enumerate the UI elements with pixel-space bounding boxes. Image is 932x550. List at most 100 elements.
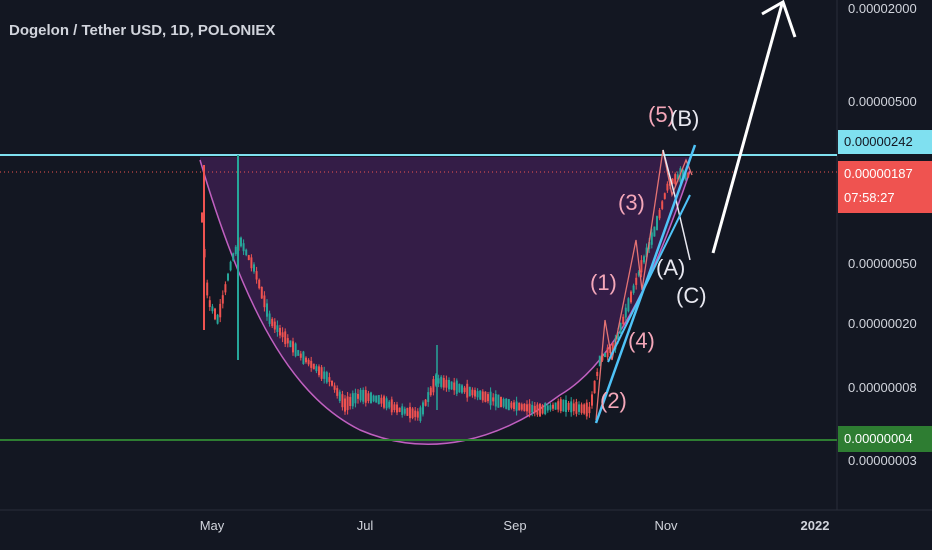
candle-body [541,405,544,414]
candle-body [351,393,354,407]
candle-body [632,285,635,293]
projection-arrow [711,3,784,254]
candle-body [637,271,640,276]
candle-body [336,388,339,396]
candle-body [466,383,469,398]
candle-body [513,402,515,409]
candle-body [458,383,461,393]
candle-body [531,404,534,413]
candle-body [201,212,203,223]
candle-body [242,243,245,252]
candle-body [419,407,422,421]
candle-body [424,399,427,406]
candle-body [619,322,622,334]
candle-body [310,360,313,368]
candle-body [554,402,557,410]
candle-body [476,391,479,398]
candle-body [281,332,284,338]
candle-body [658,209,661,219]
candle-body [214,308,216,320]
candle-body [492,397,495,402]
candle-body [604,352,606,357]
candle-body [494,394,497,407]
candle-body [627,298,630,312]
candle-body [448,380,450,390]
candle-body [260,287,263,299]
candle-body [461,385,463,393]
candle-body [650,232,653,245]
candle-body [271,318,274,327]
candle-body [219,303,222,318]
candle-body [367,393,370,401]
candle-body [227,273,229,281]
candle-body [362,389,365,402]
candle-body [307,359,310,365]
candle-body [487,394,489,402]
support-price-label: 0.00000004 [838,426,932,452]
candle-body [409,406,411,419]
candle-body [671,178,674,184]
candle-body [432,379,435,393]
candle-body [565,400,567,412]
candle-body [341,394,344,408]
candle-body [515,401,518,411]
candle-body [562,399,565,412]
abc-label: (A) [656,255,685,280]
candle-body [266,303,268,317]
candle-body [455,380,458,394]
candle-body [533,405,536,413]
candle-body [284,331,287,345]
candle-body [546,405,549,411]
current-price-label: 0.00000187 [844,166,913,181]
candle-body [624,307,627,318]
x-tick-label: Nov [654,518,678,533]
x-tick-label: 2022 [801,518,830,533]
candle-body [208,300,211,307]
candle-body [601,354,604,361]
candle-body [429,387,432,396]
wave-label: (5) [648,102,675,127]
candle-body [416,411,419,418]
candle-body [388,401,391,408]
countdown-label: 07:58:27 [844,190,895,205]
candle-body [385,398,388,409]
candle-body [289,340,292,348]
candle-body [557,401,560,410]
candle-body [302,351,305,364]
x-tick-label: May [200,518,225,533]
candle-body [414,410,417,417]
y-tick-label: 0.00000008 [848,380,917,395]
candle-body [666,183,669,191]
y-tick-label: 0.00000003 [848,453,917,468]
candle-body [567,402,570,410]
candle-body [344,398,346,412]
candle-body [294,343,297,357]
candle-body [437,378,440,384]
candle-body [552,404,554,409]
candle-body [396,404,398,413]
candle-body [606,347,609,358]
candle-body [401,406,404,415]
candle-body [539,403,541,417]
candle-body [398,407,401,412]
candle-body [643,256,645,263]
candle-body [357,394,359,399]
candle-body [364,390,367,403]
candle-body [245,249,248,256]
candle-body [507,399,510,411]
candle-body [422,402,424,415]
candle-body [578,404,580,412]
candle-body [370,392,372,404]
candle-body [276,325,279,332]
current-price-tag: 0.00000187 07:58:27 [838,161,932,213]
candle-body [442,378,445,388]
candle-body [471,389,474,396]
candle-body [234,246,237,255]
candle-body [359,389,362,401]
candle-body [268,313,271,324]
candle-body [325,372,328,383]
candle-body [320,367,323,379]
candle-body [299,353,302,358]
candle-body [435,374,437,386]
candle-body [523,403,526,412]
